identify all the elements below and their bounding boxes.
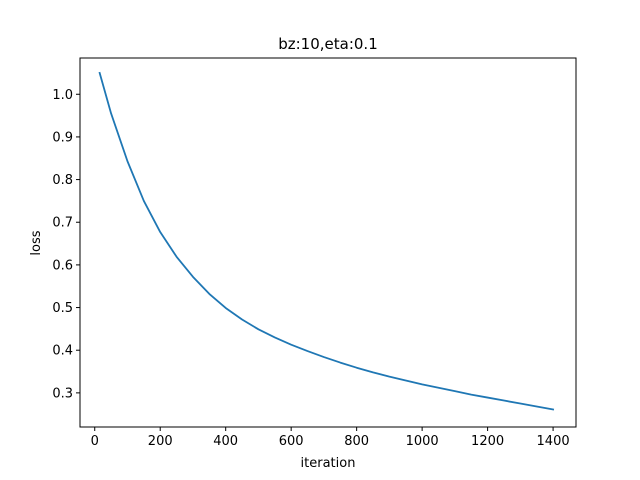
x-tick-label: 800 <box>344 434 369 449</box>
x-tick-label: 200 <box>148 434 173 449</box>
y-tick-label: 0.7 <box>52 216 73 231</box>
loss-series-line <box>98 71 555 411</box>
x-tick-label: 1200 <box>471 434 504 449</box>
x-tick-label: 1400 <box>537 434 570 449</box>
x-tick-label: 400 <box>213 434 238 449</box>
x-tick-label: 1000 <box>406 434 439 449</box>
plot-frame <box>79 57 577 428</box>
x-axis: 0 200 400 600 800 1000 1200 1400 <box>91 427 570 449</box>
y-tick-label: 0.3 <box>52 386 73 401</box>
y-tick-label: 0.8 <box>52 173 73 188</box>
y-tick-label: 0.5 <box>52 301 73 316</box>
y-tick-label: 1.0 <box>52 88 73 103</box>
chart-title: bz:10,eta:0.1 <box>278 35 378 53</box>
y-axis-label: loss <box>29 230 44 255</box>
y-axis: 0.3 0.4 0.5 0.6 0.7 0.8 0.9 1.0 <box>52 88 80 401</box>
x-axis-label: iteration <box>301 456 356 471</box>
plot-area <box>98 71 555 411</box>
x-tick-label: 0 <box>91 434 99 449</box>
y-tick-label: 0.4 <box>52 344 73 359</box>
x-tick-label: 600 <box>279 434 304 449</box>
y-tick-label: 0.9 <box>52 130 73 145</box>
y-tick-label: 0.6 <box>52 258 73 273</box>
